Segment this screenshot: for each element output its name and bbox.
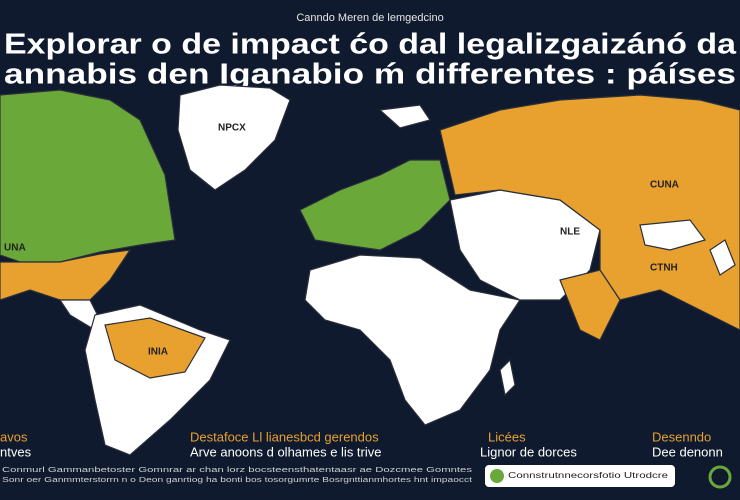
legend-heading: avos — [0, 429, 28, 444]
legend-text: Lignor de dorces — [480, 444, 577, 459]
brazil — [104, 317, 206, 379]
north-america — [0, 89, 176, 263]
map-label: NPCX — [218, 123, 246, 134]
legend-heading: Desenndo — [652, 429, 711, 444]
map-label: NLE — [560, 227, 580, 238]
usa — [0, 249, 132, 301]
badge — [485, 465, 675, 487]
legend-text: Dee denonn — [652, 444, 723, 459]
subtitle: Canndo Meren de lemgedcino — [296, 12, 443, 24]
madagascar — [499, 358, 516, 397]
japan — [709, 239, 736, 276]
map-label: UNA — [4, 243, 26, 254]
legend-text: ntves — [0, 444, 32, 459]
footer: Conmurl Gammanbetoster Gomnrar ar chan l… — [2, 465, 732, 489]
legend-heading: Destafoce Ll lianesbcd gerendos — [190, 429, 379, 444]
legend-text: Arve anoons d olhames e lis trive — [190, 444, 381, 459]
greenland — [177, 84, 291, 191]
asia — [439, 94, 740, 331]
map-labels: NPCX CUNA NLE CTNH INIA UNA — [4, 123, 679, 358]
footer-line: Sonr oer Ganmmterstorrn n o Deon ganrtio… — [2, 477, 472, 484]
legend: avos ntves Destafoce Ll lianesbcd gerend… — [0, 429, 723, 459]
map-label: INIA — [148, 347, 168, 358]
logo-icon — [708, 465, 732, 489]
africa — [304, 254, 521, 426]
svalbard — [378, 104, 431, 129]
map-label: CUNA — [650, 180, 679, 191]
title-line: Explorar o de impact ćo dal legalizgaizá… — [4, 29, 737, 61]
footer-line: Conmurl Gammanbetoster Gomnrar ar chan l… — [2, 467, 473, 474]
india — [559, 269, 621, 341]
map-label: CTNH — [650, 263, 678, 274]
title-line: annabis den Iganabio ḿ differentes : páí… — [4, 59, 736, 91]
badge-text: Connstrutnnecorsfotio Utrodcre — [508, 471, 669, 480]
badge-icon — [490, 469, 504, 483]
world-map — [0, 84, 740, 456]
mongolia — [639, 219, 707, 251]
legend-heading: Licées — [488, 429, 526, 444]
